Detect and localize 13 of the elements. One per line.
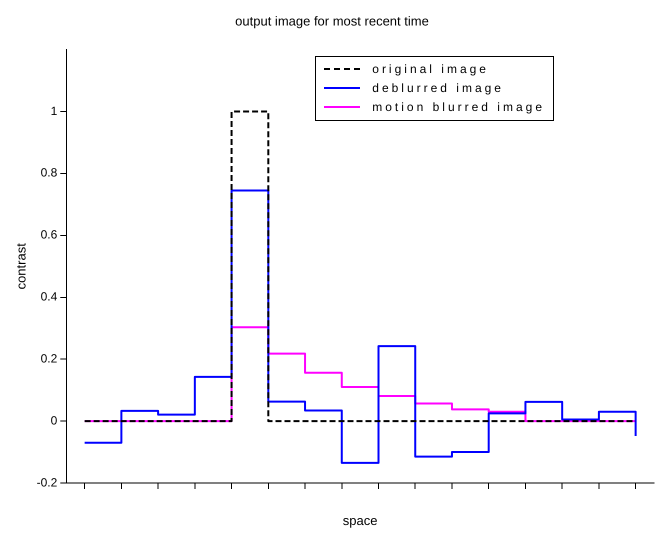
y-tick-label: 0.8 <box>40 166 58 180</box>
y-tick-label: 0.6 <box>40 228 58 242</box>
y-tick-label: 1 <box>50 104 58 118</box>
legend-label: original image <box>372 62 489 76</box>
y-tick-label: 0 <box>50 413 58 428</box>
x-axis-title: space <box>342 512 378 528</box>
y-tick-label: 0.2 <box>40 351 58 366</box>
y-tick-label: -0.2 <box>36 475 58 490</box>
legend-label: deblurred image <box>372 81 504 96</box>
chart-title: output image for most recent time <box>235 13 429 28</box>
legend-label: motion blurred image <box>372 100 545 114</box>
y-tick-label: 0.4 <box>40 290 58 304</box>
y-axis-title: contrast <box>13 242 28 290</box>
